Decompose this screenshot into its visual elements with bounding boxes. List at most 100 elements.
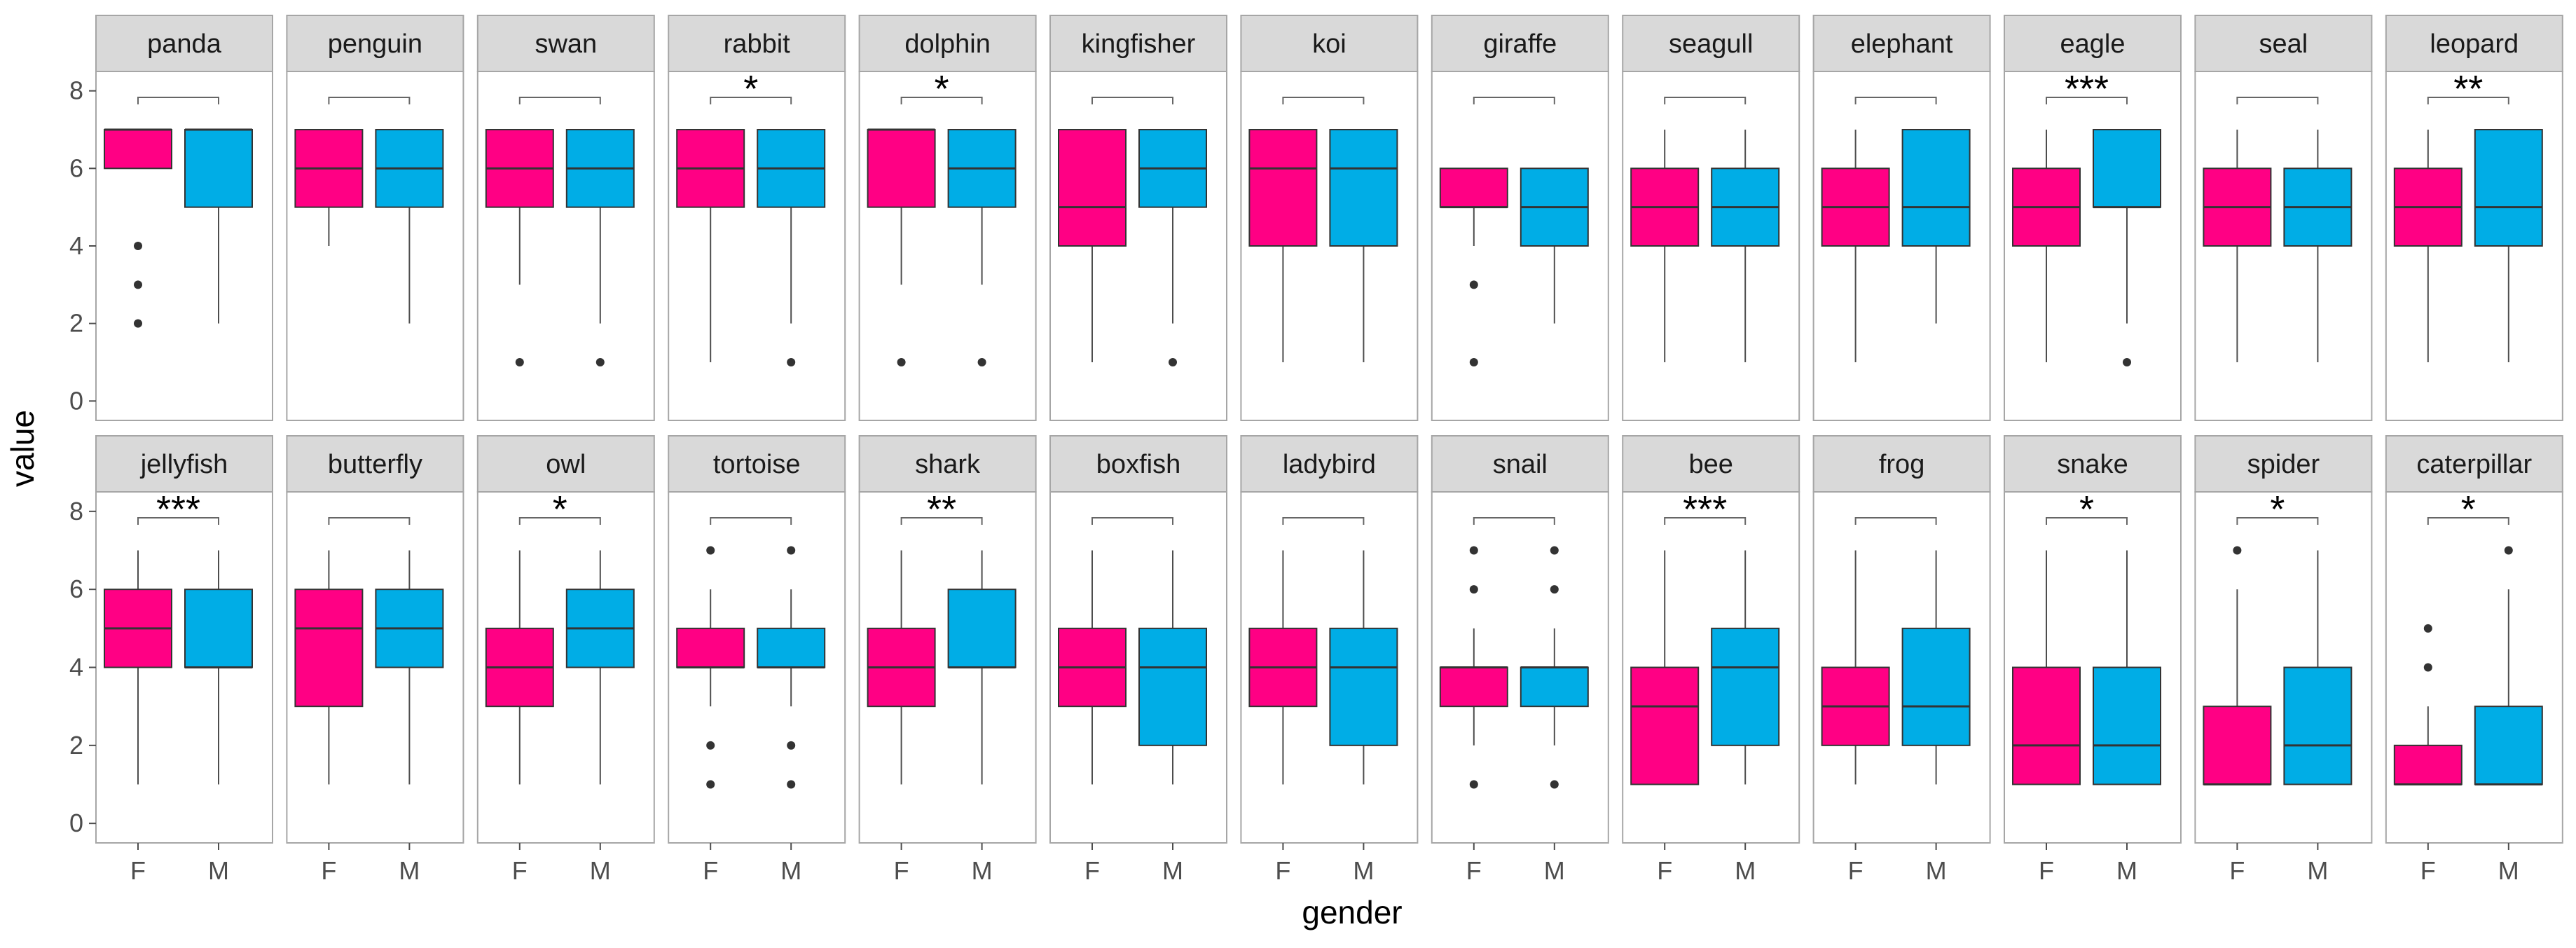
boxplot-F: [1439, 167, 1508, 366]
boxplot-F: [676, 129, 745, 362]
outlier-point: [706, 780, 715, 789]
significance-label: **: [927, 488, 956, 530]
boxplot-M: [1711, 550, 1780, 785]
box-M: [2283, 666, 2353, 785]
significance-bracket: [2427, 517, 2509, 525]
x-tick-label: M: [1544, 856, 1565, 885]
y-tick-label: 4: [69, 653, 83, 682]
boxplot-F: [104, 550, 172, 785]
facet-panel-bee: bee F M ***: [1622, 435, 1800, 885]
facet-panel-panda: panda 0 2 4 6 8: [69, 15, 273, 421]
facet-panel-ladybird: ladybird F M: [1240, 435, 1419, 885]
facet-panel-shark: shark F M **: [858, 435, 1037, 885]
y-tick-label: 2: [69, 731, 83, 760]
facet-panel-owl: owl F M *: [476, 435, 655, 885]
facet-strip-label: seagull: [1669, 29, 1753, 59]
boxplot-M: [2474, 546, 2543, 785]
significance-bracket: [518, 97, 601, 104]
x-tick-label: M: [2307, 856, 2328, 885]
boxplot-F: [676, 546, 745, 789]
facet-strip-label: penguin: [328, 29, 422, 59]
facet-strip: [2004, 15, 2182, 72]
facet-strip-label: ladybird: [1283, 450, 1376, 479]
facet-strip: [1049, 435, 1227, 493]
significance-label: *: [2461, 488, 2476, 530]
x-tick-label: M: [972, 856, 993, 885]
facet-panel-koi: koi: [1240, 15, 1419, 421]
outlier-point: [1169, 358, 1177, 366]
y-tick-label: 4: [69, 231, 83, 260]
facet-strip: [1622, 15, 1800, 72]
outlier-point: [706, 546, 715, 555]
significance-label: ***: [156, 488, 200, 530]
boxplot-F: [2393, 624, 2463, 785]
facet-strip-label: panda: [147, 29, 222, 59]
x-tick-label: F: [2420, 856, 2436, 885]
y-tick-label: 0: [69, 809, 83, 837]
outlier-point: [134, 280, 142, 289]
boxplot-M: [2093, 550, 2161, 785]
facet-strip-label: jellyfish: [140, 450, 228, 479]
outlier-point: [1469, 585, 1478, 594]
panel-background: [2385, 491, 2563, 844]
box-M: [2093, 129, 2161, 208]
boxplot-F: [294, 550, 364, 785]
significance-label: ***: [2065, 68, 2109, 110]
x-tick-label: M: [399, 856, 420, 885]
facet-strip: [1240, 435, 1419, 493]
facet-strip: [858, 435, 1037, 493]
significance-bracket: [1664, 517, 1747, 525]
facet-strip-label: rabbit: [724, 29, 790, 59]
facet-strip-label: snake: [2057, 450, 2128, 479]
outlier-point: [2423, 663, 2432, 672]
y-tick-label: 6: [69, 575, 83, 603]
panel-background: [476, 71, 655, 421]
panel-background: [95, 71, 273, 421]
boxplot-F: [2393, 130, 2463, 362]
significance-bracket: [1282, 517, 1365, 525]
boxplot-F: [1821, 130, 1890, 362]
significance-bracket: [900, 517, 983, 525]
x-tick-label: F: [894, 856, 909, 885]
significance-bracket: [1473, 517, 1555, 525]
boxplot-M: [184, 128, 253, 324]
significance-label: ***: [1683, 488, 1727, 530]
facet-panel-snake: snake F M *: [2004, 435, 2182, 885]
boxplot-M: [947, 129, 1017, 366]
significance-bracket: [2046, 517, 2128, 525]
boxplot-F: [1439, 546, 1508, 789]
outlier-point: [2423, 624, 2432, 633]
facet-strip-label: leopard: [2430, 29, 2519, 59]
boxplot-M: [1138, 129, 1207, 366]
facet-panel-tortoise: tortoise F M: [668, 435, 846, 885]
boxplot-M: [1520, 167, 1589, 324]
boxplot-F: [1058, 550, 1127, 785]
box-M: [947, 589, 1017, 668]
facet-strip: [1049, 15, 1227, 72]
outlier-point: [1550, 585, 1559, 594]
facet-panel-frog: frog F M: [1812, 435, 1991, 885]
boxplot-M: [375, 129, 444, 324]
boxplot-M: [565, 550, 635, 785]
outlier-point: [977, 358, 986, 366]
outlier-point: [787, 358, 796, 366]
facet-strip: [668, 435, 846, 493]
boxplot-M: [375, 550, 444, 785]
box-F: [1439, 666, 1508, 708]
x-tick-label: F: [703, 856, 718, 885]
outlier-point: [595, 358, 605, 366]
boxplot-F: [1248, 129, 1318, 362]
facet-strip: [1812, 15, 1991, 72]
facet-panel-kingfisher: kingfisher: [1049, 15, 1227, 421]
facet-strip-label: dolphin: [904, 29, 991, 59]
facet-strip: [1812, 435, 1991, 493]
y-tick-label: 8: [69, 76, 83, 105]
box-M: [757, 627, 826, 668]
x-tick-label: F: [1275, 856, 1290, 885]
boxplot-F: [2203, 130, 2272, 362]
facet-strip: [2385, 15, 2563, 72]
panel-background: [858, 71, 1037, 421]
boxplot-F: [1821, 550, 1890, 785]
facet-strip-label: kingfisher: [1082, 29, 1196, 59]
facet-panel-butterfly: butterfly F M: [286, 435, 464, 885]
